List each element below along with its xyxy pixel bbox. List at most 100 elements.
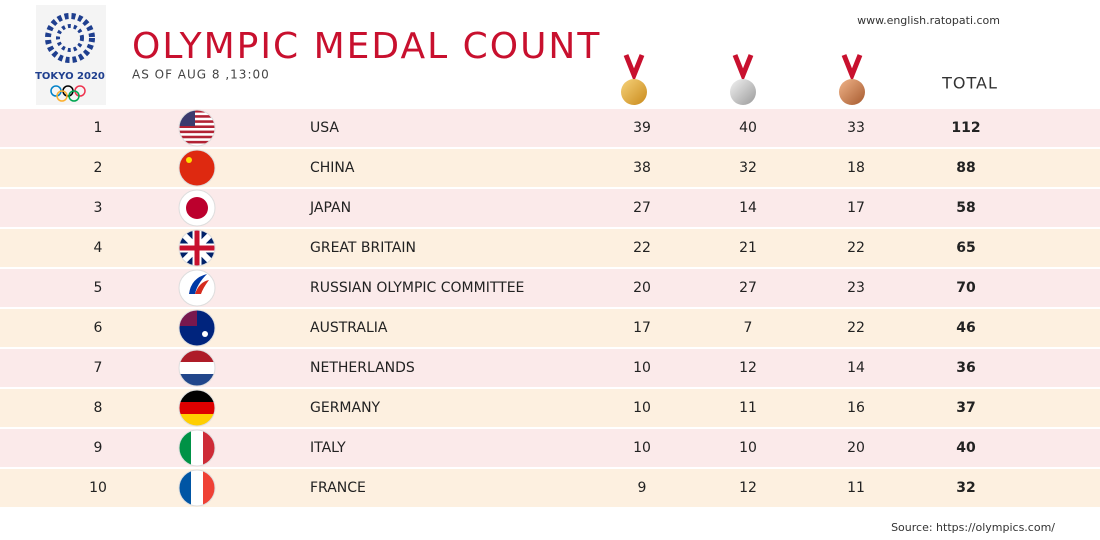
silver: 10 [739,440,757,456]
stripe [179,125,215,128]
logo-emblem [45,13,95,63]
silver: 32 [739,160,757,176]
gold: 10 [633,440,651,456]
country: AUSTRALIA [310,320,388,336]
ribbon [841,54,863,82]
row-bg [0,189,1100,227]
silver: 21 [739,240,757,256]
country: CHINA [310,160,355,176]
bronze: 18 [847,160,865,176]
flag-outline [178,429,216,467]
flag [179,190,215,226]
gold: 20 [633,280,651,296]
country: RUSSIAN OLYMPIC COMMITTEE [310,280,524,296]
row-bg [0,309,1100,347]
flag [179,270,215,306]
flag [179,350,215,386]
stripe [203,470,215,506]
bronze: 17 [847,200,865,216]
star [186,157,192,163]
total: 40 [956,440,976,456]
gold: 17 [633,320,651,336]
stripe [179,470,191,506]
flag-outline [178,389,216,427]
cross-red [179,230,215,266]
rank: 5 [94,280,103,296]
flag-outline [178,349,216,387]
ring [68,90,80,102]
total-header: TOTAL [941,74,998,93]
rank: 8 [94,400,103,416]
olympic-rings [50,85,86,102]
sun [186,197,208,219]
stripe [179,115,215,118]
flag-outline [178,149,216,187]
logo-emblem-inner [56,24,84,52]
flag-outline [178,109,216,147]
gold: 38 [633,160,651,176]
silver: 7 [744,320,753,336]
silver: 14 [739,200,757,216]
row-bg [0,389,1100,427]
gold: 39 [633,120,651,136]
flag-base [179,270,215,306]
bronze: 23 [847,280,865,296]
gold: 9 [638,480,647,496]
rank: 9 [94,440,103,456]
logo: TOKYO 2020 [35,5,106,105]
flag-outline [178,309,216,347]
total: 70 [956,280,976,296]
logo-bg [36,5,106,105]
stripe [179,350,215,362]
total: 46 [956,320,975,336]
silver-medal [730,79,756,105]
total: 112 [951,120,980,136]
flag [179,390,215,426]
flag [179,310,215,346]
rank: 1 [94,120,103,136]
stripe [179,430,191,466]
gold: 10 [633,400,651,416]
rank: 10 [89,480,107,496]
bronze: 16 [847,400,865,416]
country: FRANCE [310,480,366,496]
gold: 27 [633,200,651,216]
title: OLYMPIC MEDAL COUNT [132,26,601,67]
silver: 27 [739,280,757,296]
subtitle: AS OF AUG 8 ,13:00 [132,68,270,82]
row-bg [0,149,1100,187]
table-row: 9 ITALY 10 10 20 40 [0,429,1100,467]
gold: 22 [633,240,651,256]
stripe [191,470,203,506]
rank: 7 [94,360,103,376]
ring [56,90,68,102]
stripe [179,120,215,123]
stripe [203,430,215,466]
total: 37 [956,400,975,416]
total: 58 [956,200,975,216]
country: GERMANY [310,400,381,416]
bronze: 11 [847,480,865,496]
row-bg [0,429,1100,467]
field [179,150,215,186]
rank: 4 [94,240,103,256]
bronze: 22 [847,320,865,336]
flame [195,280,209,294]
bronze: 33 [847,120,865,136]
logo-text: TOKYO 2020 [35,71,105,82]
country: ITALY [310,440,346,456]
table-row: 6 AUSTRALIA 17 7 22 46 [0,309,1100,347]
row-bg [0,349,1100,387]
stripe [179,414,215,426]
stripe [191,430,203,466]
table-row: 7 NETHERLANDS 10 12 14 36 [0,349,1100,387]
table-row: 10 FRANCE 9 12 11 32 [0,469,1100,507]
source: Source: https://olympics.com/ [891,521,1055,534]
stripe [179,402,215,414]
silver: 12 [739,480,757,496]
bronze: 22 [847,240,865,256]
stripe [179,374,215,386]
medal-icons [621,54,865,105]
